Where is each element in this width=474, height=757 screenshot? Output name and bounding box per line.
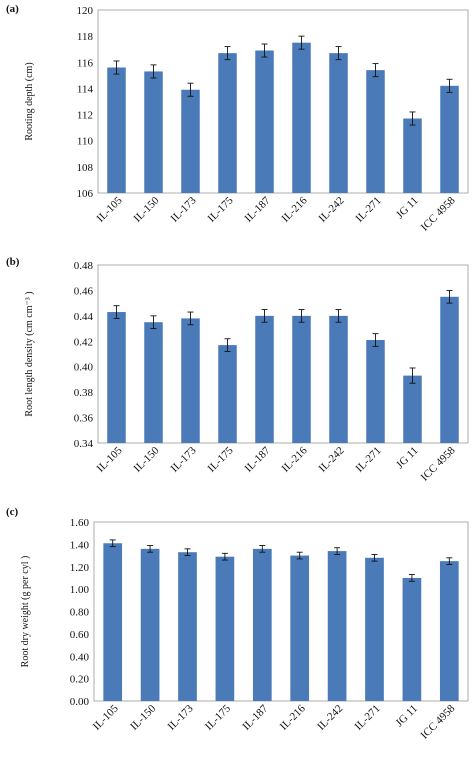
y-tick-label: 0.38 — [74, 387, 94, 399]
bar-jg-11 — [403, 118, 422, 193]
y-tick-label: 114 — [77, 83, 94, 95]
y-tick-label: 106 — [77, 188, 94, 200]
y-tick-label: 0.34 — [74, 438, 94, 450]
bar-il-105 — [107, 312, 126, 443]
plot-frame — [93, 521, 469, 702]
bar-icc-4958 — [439, 561, 459, 701]
x-tick-label: IL-150 — [128, 702, 158, 732]
y-tick-label: 0.46 — [74, 285, 94, 297]
y-tick-label: 108 — [77, 162, 94, 174]
bar-il-150 — [144, 71, 163, 193]
bar-il-271 — [365, 557, 384, 701]
bar-il-242 — [327, 551, 347, 701]
y-tick-label: 118 — [77, 31, 94, 43]
bar-il-150 — [140, 548, 160, 701]
x-tick-label: IL-187 — [240, 702, 270, 732]
y-tick-label: 0.36 — [74, 413, 94, 425]
bar-il-271 — [366, 70, 385, 193]
x-tick-label: IL-173 — [169, 194, 199, 224]
y-tick-label: 0.20 — [70, 674, 90, 686]
bar-il-187 — [252, 548, 272, 701]
y-tick-label: 0.80 — [70, 607, 90, 619]
x-tick-label: IL-175 — [206, 444, 236, 474]
bar-il-216 — [292, 42, 311, 193]
x-tick-label: IL-187 — [243, 444, 273, 474]
bar-il-175 — [218, 53, 237, 194]
bar-il-216 — [292, 315, 311, 443]
y-tick-label: 116 — [77, 57, 94, 69]
x-tick-label: ICC 4958 — [418, 702, 457, 741]
bar-il-150 — [144, 322, 163, 443]
x-tick-label: IL-105 — [95, 444, 125, 474]
x-tick-label: IL-173 — [166, 702, 196, 732]
y-tick-label: 1.40 — [70, 539, 90, 551]
y-tick-label: 110 — [77, 136, 94, 148]
bar-il-187 — [255, 315, 274, 443]
bar-il-175 — [215, 556, 235, 701]
panel-label: (c) — [6, 506, 19, 518]
bar-icc-4958 — [440, 296, 459, 443]
chart-panel-a: (a) 106 108 110 112 114 116 118 120 Rooting depth… — [6, 3, 469, 234]
x-tick-label: IL-242 — [317, 445, 347, 475]
x-tick-label: IL-271 — [354, 445, 384, 475]
y-tick-label: 120 — [77, 5, 94, 17]
bar-il-173 — [181, 89, 200, 193]
x-tick-label: IL-271 — [354, 195, 384, 225]
y-axis-label: Root length density (cm cm⁻³ ) — [24, 291, 35, 416]
y-tick-label: 0.40 — [70, 651, 90, 663]
bar-il-271 — [366, 340, 385, 443]
bar-il-242 — [329, 315, 348, 443]
panel-label: (a) — [6, 3, 19, 15]
x-tick-label: IL-105 — [95, 194, 125, 224]
y-tick-label: 0.60 — [70, 629, 90, 641]
y-tick-label: 0.00 — [70, 696, 90, 708]
bar-jg-11 — [402, 577, 422, 701]
y-tick-label: 112 — [77, 110, 93, 122]
x-tick-label: IL-105 — [91, 702, 121, 732]
x-tick-label: IL-175 — [203, 702, 233, 732]
bar-il-175 — [218, 345, 237, 443]
x-tick-label: IL-150 — [132, 194, 162, 224]
x-tick-label: IL-242 — [315, 703, 345, 733]
bar-il-216 — [290, 555, 310, 701]
x-tick-label: IL-242 — [317, 195, 347, 225]
y-tick-label: 0.44 — [74, 311, 94, 323]
x-tick-label: IL-187 — [243, 194, 273, 224]
x-tick-label: IL-271 — [353, 703, 383, 733]
plot-frame — [97, 264, 469, 444]
bar-icc-4958 — [440, 85, 459, 193]
y-tick-label: 0.42 — [74, 336, 93, 348]
y-axis-label: Root dry weight (g per cyl ) — [20, 556, 31, 668]
y-tick-label: 1.60 — [70, 517, 90, 529]
x-tick-label: IL-150 — [132, 444, 162, 474]
chart-panel-b: (b) 0.34 0.36 0.38 0.40 0.42 0.44 0.46 0.48 Root … — [6, 256, 469, 484]
bar-il-187 — [255, 50, 274, 194]
y-axis-label: Rooting depth (cm) — [24, 62, 35, 140]
x-tick-label: IL-216 — [280, 444, 310, 474]
x-tick-label: JG 11 — [394, 445, 421, 472]
plot-frame — [97, 9, 469, 194]
y-tick-label: 1.20 — [70, 562, 90, 574]
x-tick-label: IL-216 — [278, 702, 308, 732]
x-tick-label: JG 11 — [394, 195, 421, 222]
y-tick-label: 1.00 — [70, 584, 90, 596]
x-tick-label: ICC 4958 — [419, 194, 458, 233]
x-tick-label: IL-216 — [280, 194, 310, 224]
y-tick-label: 0.40 — [74, 362, 94, 374]
bar-il-173 — [181, 318, 200, 443]
x-tick-label: ICC 4958 — [419, 444, 458, 483]
bar-il-105 — [103, 543, 123, 701]
y-tick-label: 0.48 — [74, 260, 94, 272]
x-tick-label: IL-173 — [169, 444, 199, 474]
bar-il-242 — [329, 53, 348, 194]
bar-il-105 — [107, 67, 126, 193]
chart-panel-c: (c) 0.00 0.20 0.40 0.60 0.80 1.00 1.20 1.40 1.60 R… — [6, 506, 469, 742]
x-tick-label: JG 11 — [393, 703, 420, 730]
bar-il-173 — [178, 552, 197, 701]
x-tick-label: IL-175 — [206, 194, 236, 224]
panel-label: (b) — [6, 256, 20, 268]
bar-jg-11 — [403, 375, 422, 443]
